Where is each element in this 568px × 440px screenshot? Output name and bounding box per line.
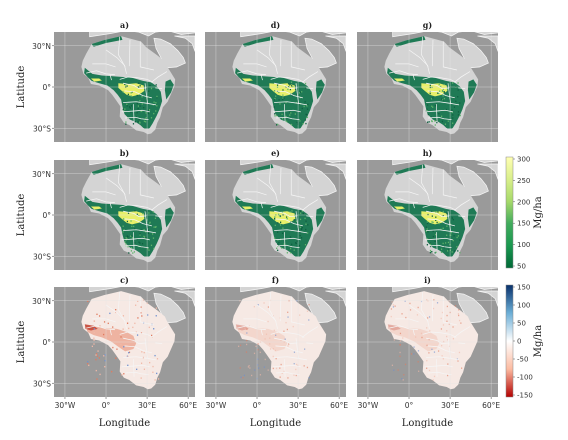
colorbar-tick-label: 100: [517, 302, 530, 310]
lat-tick-label: 30°N: [32, 170, 51, 179]
lat-tick-label: 0°: [42, 83, 51, 92]
lat-tick-label: 30°S: [33, 379, 51, 388]
biomass-speckles: [425, 210, 461, 254]
x-axis-title: Longitude: [99, 418, 151, 429]
map-panel-e: e): [205, 148, 346, 270]
eurasia-landmass: [88, 160, 195, 166]
graticule: [205, 32, 346, 142]
biomass-speckles: [273, 81, 309, 126]
colorbar-colorbar_biomass: 300 250 200 150 100 50 Mg/ha: [505, 156, 544, 271]
eurasia-landmass: [239, 287, 346, 293]
lat-tick-label: 30°S: [33, 124, 51, 133]
colorbar-tick-label: 150: [517, 220, 530, 228]
colorbar-colorbar_diff: 150 100 50 0 -50 -100 -150 Mg/ha: [505, 284, 544, 400]
eurasia-landmass: [391, 287, 498, 293]
map-panel-c: c): [54, 275, 195, 397]
x-axis-title: Longitude: [250, 418, 302, 429]
y-axis-title: Latitude: [16, 321, 27, 364]
biomass-speckles: [273, 210, 309, 254]
graticule: [357, 287, 498, 397]
difference-speckles: [390, 299, 463, 381]
eurasia-landmass: [88, 287, 195, 293]
lat-tick-label: 30°S: [33, 252, 51, 261]
lat-tick-label: 30°N: [32, 42, 51, 51]
lat-tick-label: 30°N: [32, 297, 51, 306]
difference-speckles: [87, 299, 160, 381]
lon-tick-label: 30°W: [206, 401, 227, 410]
lat-tick-label: 0°: [42, 338, 51, 347]
colorbar-tick-label: -150: [517, 392, 533, 400]
colorbar-tick-label: 250: [517, 177, 530, 185]
lon-tick-label: 30°E: [441, 401, 459, 410]
coastal-biomass: [394, 36, 426, 47]
y-axis-title: Latitude: [16, 66, 27, 109]
colorbar-tick-label: 50: [517, 320, 526, 328]
map-panel-d: d): [205, 20, 346, 142]
eurasia-landmass: [239, 32, 346, 38]
panel-label: d): [271, 20, 281, 30]
lon-tick-label: 30°E: [289, 401, 307, 410]
graticule: [54, 32, 195, 142]
graticule: [357, 160, 498, 270]
colorbar-tick-label: 50: [517, 263, 526, 271]
graticule: [205, 287, 346, 397]
panel-label: a): [120, 20, 129, 30]
colorbar-ramp: [505, 156, 514, 269]
lon-tick-label: 60°E: [179, 401, 197, 410]
lat-tick-label: 0°: [42, 211, 51, 220]
graticule: [357, 32, 498, 142]
eurasia-landmass: [391, 160, 498, 166]
panel-label: e): [271, 148, 280, 158]
lon-tick-label: 0°: [102, 401, 111, 410]
colorbar-tick-label: 300: [517, 156, 530, 164]
coastal-biomass: [91, 164, 123, 175]
biomass-speckles: [122, 210, 158, 254]
x-axis-title: Longitude: [402, 418, 454, 429]
y-axis-title: Latitude: [16, 194, 27, 237]
map-panel-f: f): [205, 275, 346, 397]
map-panel-g: g): [357, 20, 498, 142]
panel-label: g): [423, 20, 433, 30]
lon-tick-label: 0°: [405, 401, 414, 410]
colorbar-tick-label: 100: [517, 241, 530, 249]
map-panel-i: i): [357, 275, 498, 397]
coastal-biomass: [242, 36, 274, 47]
graticule: [205, 160, 346, 270]
map-panel-a: a): [54, 20, 195, 142]
colorbar-tick-label: 200: [517, 198, 530, 206]
colorbar-tick-label: -100: [517, 374, 533, 382]
colorbar-tick-label: -50: [517, 356, 528, 364]
biomass-speckles: [122, 82, 158, 125]
panel-label: h): [423, 148, 433, 158]
difference-speckles: [238, 299, 310, 380]
panel-label: f): [272, 275, 279, 285]
colorbar-unit: Mg/ha: [533, 325, 544, 357]
map-panel-h: h): [357, 148, 498, 270]
colorbar-ramp: [505, 284, 514, 398]
graticule: [54, 287, 195, 397]
colorbar-tick-label: 0: [517, 338, 521, 346]
colorbar-unit: Mg/ha: [533, 196, 544, 228]
lon-tick-label: 0°: [253, 401, 262, 410]
lon-tick-label: 30°W: [358, 401, 379, 410]
coastal-biomass: [394, 164, 426, 175]
lon-tick-label: 60°E: [330, 401, 348, 410]
coastal-biomass: [242, 164, 274, 175]
map-panel-b: b): [54, 148, 195, 270]
lon-tick-label: 30°W: [55, 401, 76, 410]
coastal-biomass: [91, 36, 123, 47]
panel-label: b): [120, 148, 130, 158]
eurasia-landmass: [239, 160, 346, 166]
panel-label: c): [120, 275, 129, 285]
lon-tick-label: 30°E: [138, 401, 156, 410]
lon-tick-label: 60°E: [482, 401, 500, 410]
colorbar-tick-label: 150: [517, 284, 530, 292]
eurasia-landmass: [88, 32, 195, 38]
graticule: [54, 160, 195, 270]
panel-label: i): [424, 275, 431, 285]
eurasia-landmass: [391, 32, 498, 38]
